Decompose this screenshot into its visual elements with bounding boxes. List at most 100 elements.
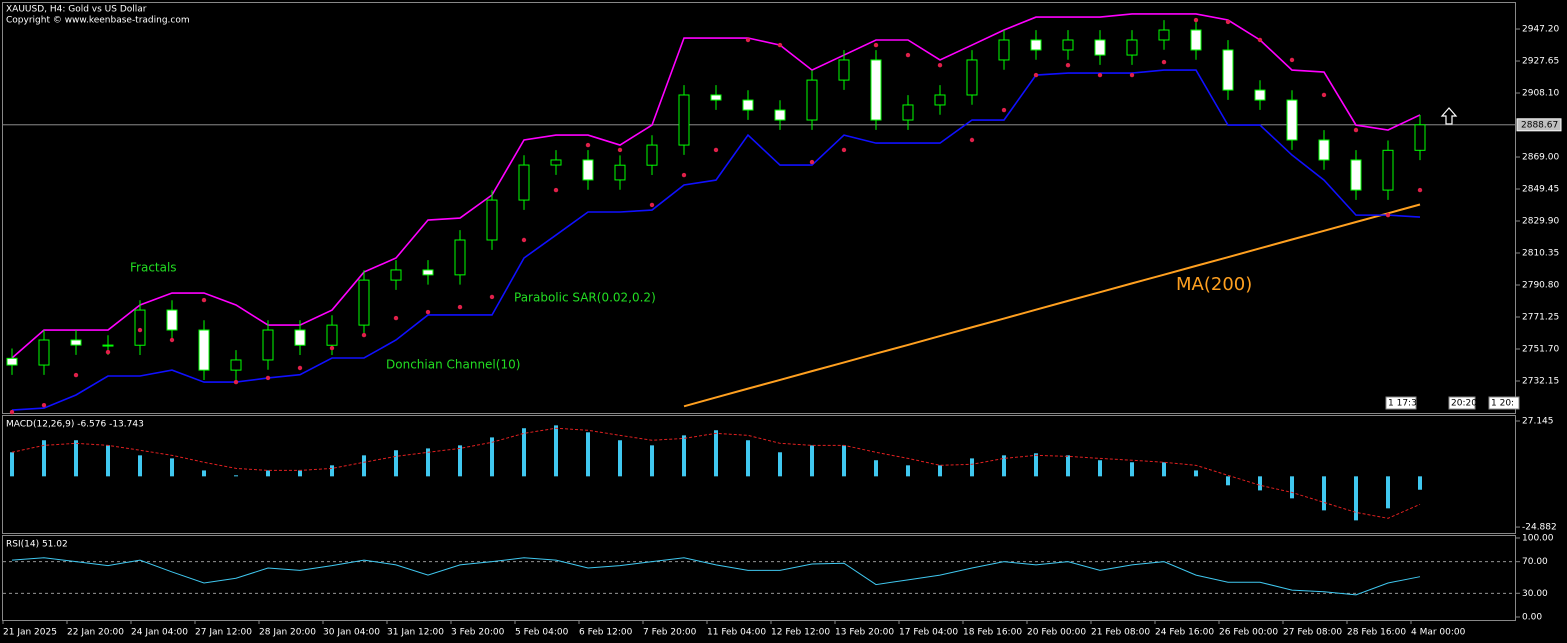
macd-bar <box>170 458 174 477</box>
y-tick-label: 2732.15 <box>1522 377 1559 387</box>
sar-dot <box>969 137 975 143</box>
candle-body <box>966 59 978 96</box>
sar-dot <box>1161 59 1167 65</box>
macd-bar <box>970 458 974 477</box>
candle-body <box>1414 124 1426 151</box>
y-tick-label: 2849.45 <box>1522 185 1559 195</box>
y-tick-label: 27.145 <box>1522 417 1554 427</box>
x-tick-label: 18 Feb 16:00 <box>963 628 1022 638</box>
x-tick-label: 27 Jan 12:00 <box>195 628 252 638</box>
macd-bar <box>746 440 750 477</box>
x-tick-label: 5 Feb 04:00 <box>515 628 569 638</box>
sar-dot <box>585 142 591 148</box>
sar-dot <box>1321 92 1327 98</box>
x-tick-label: 7 Feb 20:00 <box>643 628 697 638</box>
y-tick-label: 2810.35 <box>1522 249 1559 259</box>
sar-dot <box>425 309 431 315</box>
sar-dot <box>937 62 943 68</box>
macd-bar <box>490 437 494 477</box>
candle-body <box>1094 39 1106 56</box>
x-tick-label: 12 Feb 12:00 <box>771 628 830 638</box>
macd-signal <box>11 427 1421 519</box>
x-tick-label: 24 Feb 16:00 <box>1155 628 1214 638</box>
candle-body <box>38 339 50 366</box>
x-tick-label: 20 Feb 00:00 <box>1027 628 1086 638</box>
sar-dot <box>553 187 559 193</box>
macd-bar <box>714 430 718 477</box>
y-tick-label: 70.00 <box>1522 557 1548 567</box>
y-tick-label: 2771.25 <box>1522 313 1559 323</box>
candle-body <box>198 329 210 371</box>
sar-dot <box>1065 62 1071 68</box>
time-marker-box <box>1488 396 1520 410</box>
candle-body <box>774 109 786 121</box>
sar-dot <box>169 337 175 343</box>
macd-bar <box>810 445 814 477</box>
candle-body <box>134 309 146 346</box>
macd-bar <box>1386 476 1390 509</box>
rsi-panel <box>2 535 1516 621</box>
y-tick-label: 2908.10 <box>1522 89 1559 99</box>
macd-bar <box>1098 460 1102 477</box>
x-tick-label: 30 Jan 04:00 <box>323 628 380 638</box>
macd-bar <box>1226 476 1230 486</box>
candle-body <box>646 144 658 166</box>
time-marker: 1 17:30 <box>1388 399 1423 409</box>
sar-dot <box>1257 37 1263 43</box>
candle-body <box>582 159 594 181</box>
sar-dot <box>1385 212 1391 218</box>
candle-body <box>102 344 114 347</box>
candle-body <box>70 339 82 346</box>
macd-bar <box>938 465 942 477</box>
candle-body <box>1382 149 1394 191</box>
rsi-title: RSI(14) 51.02 <box>6 540 68 550</box>
macd-bar <box>138 455 142 477</box>
macd-bar <box>778 452 782 477</box>
x-tick-label: 24 Jan 04:00 <box>131 628 188 638</box>
x-tick-label: 28 Jan 20:00 <box>259 628 316 638</box>
sar-dot <box>265 375 271 381</box>
candle-body <box>1222 49 1234 91</box>
macd-bar <box>1130 462 1134 477</box>
candle-body <box>230 359 242 371</box>
candle-body <box>934 94 946 106</box>
x-tick-label: 3 Feb 20:00 <box>451 628 505 638</box>
x-tick-label: 13 Feb 20:00 <box>835 628 894 638</box>
candle-body <box>1126 39 1138 56</box>
candle-body <box>358 279 370 326</box>
candle-body <box>1062 39 1074 51</box>
sar-dot <box>1289 57 1295 63</box>
candle-body <box>550 159 562 166</box>
time-marker-box <box>1448 396 1476 410</box>
sar-dot <box>777 42 783 48</box>
candle-body <box>1158 29 1170 41</box>
series-label: Parabolic SAR(0.02,0.2) <box>514 291 656 305</box>
macd-bar <box>330 465 334 477</box>
fractals-label: Fractals <box>130 261 177 275</box>
candle-body <box>6 357 18 366</box>
main-panel <box>2 2 1516 414</box>
x-tick-label: 22 Jan 20:00 <box>67 628 124 638</box>
macd-bar <box>298 470 302 477</box>
macd-bar <box>202 470 206 477</box>
macd-bar <box>1162 462 1166 477</box>
x-tick-label: 21 Feb 08:00 <box>1091 628 1150 638</box>
chart-subtitle: Copyright © www.keenbase-trading.com <box>6 16 190 26</box>
candle-body <box>1190 29 1202 51</box>
y-tick-label: 2829.90 <box>1522 217 1559 227</box>
sar-dot <box>41 402 47 408</box>
sar-dot <box>617 147 623 153</box>
macd-bar <box>42 440 46 477</box>
macd-bar <box>458 445 462 477</box>
sar-dot <box>137 327 143 333</box>
macd-title: MACD(12,26,9) -6.576 -13.743 <box>6 420 144 430</box>
candle-body <box>262 329 274 361</box>
sar-dot <box>297 365 303 371</box>
candle-body <box>518 164 530 201</box>
sar-dot <box>745 37 751 43</box>
candle-body <box>1350 159 1362 191</box>
sar-dot <box>809 159 815 165</box>
time-marker: 20:20 <box>1451 399 1477 409</box>
